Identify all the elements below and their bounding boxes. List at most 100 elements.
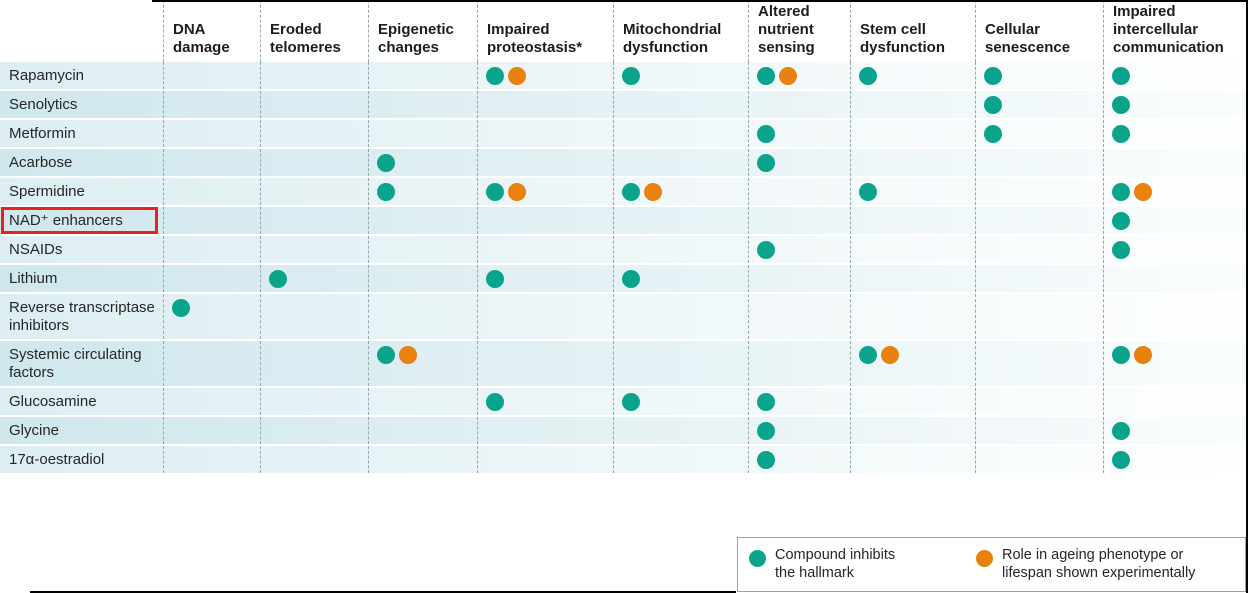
cell-nad-enhancers-dna-damage — [163, 207, 260, 234]
teal-dot-icon — [859, 346, 877, 364]
teal-dot-icon — [1112, 346, 1130, 364]
figure-border-top — [152, 0, 1248, 2]
cell-acarbose-dna-damage — [163, 149, 260, 176]
cell-glycine-dna-damage — [163, 417, 260, 444]
column-header-epigenetic-changes: Epigenetic changes — [368, 0, 477, 62]
row-label-senolytics: Senolytics — [0, 91, 163, 118]
column-header-stem-cell-dysfunction: Stem cell dysfunction — [850, 0, 975, 62]
cell-glycine-impaired-proteostasis — [477, 417, 613, 444]
teal-dot-icon — [486, 393, 504, 411]
cell-glycine-cellular-senescence — [975, 417, 1103, 444]
teal-dot-icon — [984, 96, 1002, 114]
column-header-altered-nutrient-sensing: Altered nutrient sensing — [748, 0, 850, 62]
cell-metformin-impaired-proteostasis — [477, 120, 613, 147]
cell-senolytics-impaired-proteostasis — [477, 91, 613, 118]
row-metformin: Metformin — [0, 120, 1248, 149]
cell-systemic-circulating-factors-impaired-proteostasis — [477, 341, 613, 386]
teal-dot-icon — [1112, 422, 1130, 440]
row-systemic-circulating-factors: Systemic circulating factors — [0, 341, 1248, 388]
row-label-text: NSAIDs — [9, 241, 63, 258]
cell-nsaids-cellular-senescence — [975, 236, 1103, 263]
row-reverse-transcriptase-inhibitors: Reverse transcriptase inhibitors — [0, 294, 1248, 341]
cell-rapamycin-impaired-proteostasis — [477, 62, 613, 89]
row-label-text: 17α-oestradiol — [9, 451, 105, 468]
hallmarks-compounds-matrix: DNA damage Eroded telomeres Epigenetic cha… — [0, 0, 1248, 475]
teal-dot-icon — [377, 346, 395, 364]
row-label-acarbose: Acarbose — [0, 149, 163, 176]
row-label-metformin: Metformin — [0, 120, 163, 147]
orange-dot-icon — [779, 67, 797, 85]
row-label-text: Systemic circulating factors — [9, 346, 142, 381]
cell-rapamycin-dna-damage — [163, 62, 260, 89]
cell-glycine-epigenetic-changes — [368, 417, 477, 444]
cell-systemic-circulating-factors-stem-cell-dysfunction — [850, 341, 975, 386]
cell-senolytics-altered-nutrient-sensing — [748, 91, 850, 118]
cell-reverse-transcriptase-inhibitors-cellular-senescence — [975, 294, 1103, 339]
cell-rapamycin-stem-cell-dysfunction — [850, 62, 975, 89]
row-nsaids: NSAIDs — [0, 236, 1248, 265]
cell-systemic-circulating-factors-epigenetic-changes — [368, 341, 477, 386]
cell-senolytics-stem-cell-dysfunction — [850, 91, 975, 118]
row-label-text: NAD⁺ enhancers — [9, 212, 123, 229]
cell-lithium-mitochondrial-dysfunction — [613, 265, 748, 292]
cell-lithium-impaired-proteostasis — [477, 265, 613, 292]
row-label-text: Glucosamine — [9, 393, 97, 410]
legend-label-inhibits: Compound inhibits the hallmark — [775, 547, 896, 581]
cell-systemic-circulating-factors-impaired-intercellular-communication — [1103, 341, 1248, 386]
cell-reverse-transcriptase-inhibitors-mitochondrial-dysfunction — [613, 294, 748, 339]
column-header-dna-damage: DNA damage — [163, 0, 260, 62]
teal-dot-icon — [1112, 96, 1130, 114]
teal-dot-icon — [1112, 212, 1130, 230]
orange-dot-icon — [399, 346, 417, 364]
legend-item-experimental: Role in ageing phenotype or lifespan sho… — [976, 547, 1195, 582]
cell-nsaids-mitochondrial-dysfunction — [613, 236, 748, 263]
cell-senolytics-cellular-senescence — [975, 91, 1103, 118]
cell-metformin-eroded-telomeres — [260, 120, 368, 147]
cell-systemic-circulating-factors-cellular-senescence — [975, 341, 1103, 386]
teal-dot-icon — [172, 299, 190, 317]
cell-metformin-altered-nutrient-sensing — [748, 120, 850, 147]
row-nad-enhancers: NAD⁺ enhancers — [0, 207, 1248, 236]
cell-rapamycin-epigenetic-changes — [368, 62, 477, 89]
teal-dot-icon — [486, 67, 504, 85]
cell-nsaids-impaired-proteostasis — [477, 236, 613, 263]
cell-acarbose-mitochondrial-dysfunction — [613, 149, 748, 176]
cell-rapamycin-eroded-telomeres — [260, 62, 368, 89]
teal-dot-icon — [622, 67, 640, 85]
cell-reverse-transcriptase-inhibitors-stem-cell-dysfunction — [850, 294, 975, 339]
legend-item-inhibits: Compound inhibits the hallmark — [749, 547, 976, 582]
row-senolytics: Senolytics — [0, 91, 1248, 120]
row-lithium: Lithium — [0, 265, 1248, 294]
teal-dot-icon — [859, 183, 877, 201]
teal-dot-icon — [377, 154, 395, 172]
cell-acarbose-eroded-telomeres — [260, 149, 368, 176]
cell-nad-enhancers-mitochondrial-dysfunction — [613, 207, 748, 234]
cell-spermidine-mitochondrial-dysfunction — [613, 178, 748, 205]
row-label-text: Glycine — [9, 422, 60, 439]
orange-dot-icon — [1134, 183, 1152, 201]
cell-rapamycin-altered-nutrient-sensing — [748, 62, 850, 89]
teal-dot-icon — [1112, 183, 1130, 201]
cell-17-oestradiol-dna-damage — [163, 446, 260, 473]
cell-glucosamine-cellular-senescence — [975, 388, 1103, 415]
cell-nad-enhancers-stem-cell-dysfunction — [850, 207, 975, 234]
teal-dot-icon — [984, 125, 1002, 143]
cell-senolytics-epigenetic-changes — [368, 91, 477, 118]
row-spermidine: Spermidine — [0, 178, 1248, 207]
teal-dot-icon — [486, 270, 504, 288]
cell-nsaids-altered-nutrient-sensing — [748, 236, 850, 263]
cell-reverse-transcriptase-inhibitors-impaired-proteostasis — [477, 294, 613, 339]
cell-spermidine-impaired-proteostasis — [477, 178, 613, 205]
row-label-text: Spermidine — [9, 183, 85, 200]
cell-senolytics-dna-damage — [163, 91, 260, 118]
legend: Compound inhibits the hallmark Role in a… — [737, 537, 1246, 592]
row-label-systemic-circulating-factors: Systemic circulating factors — [0, 341, 163, 386]
cell-senolytics-mitochondrial-dysfunction — [613, 91, 748, 118]
teal-dot-icon — [984, 67, 1002, 85]
cell-acarbose-stem-cell-dysfunction — [850, 149, 975, 176]
cell-nad-enhancers-impaired-intercellular-communication — [1103, 207, 1248, 234]
row-label-text: Reverse transcriptase inhibitors — [9, 299, 155, 334]
cell-nad-enhancers-epigenetic-changes — [368, 207, 477, 234]
cell-rapamycin-cellular-senescence — [975, 62, 1103, 89]
